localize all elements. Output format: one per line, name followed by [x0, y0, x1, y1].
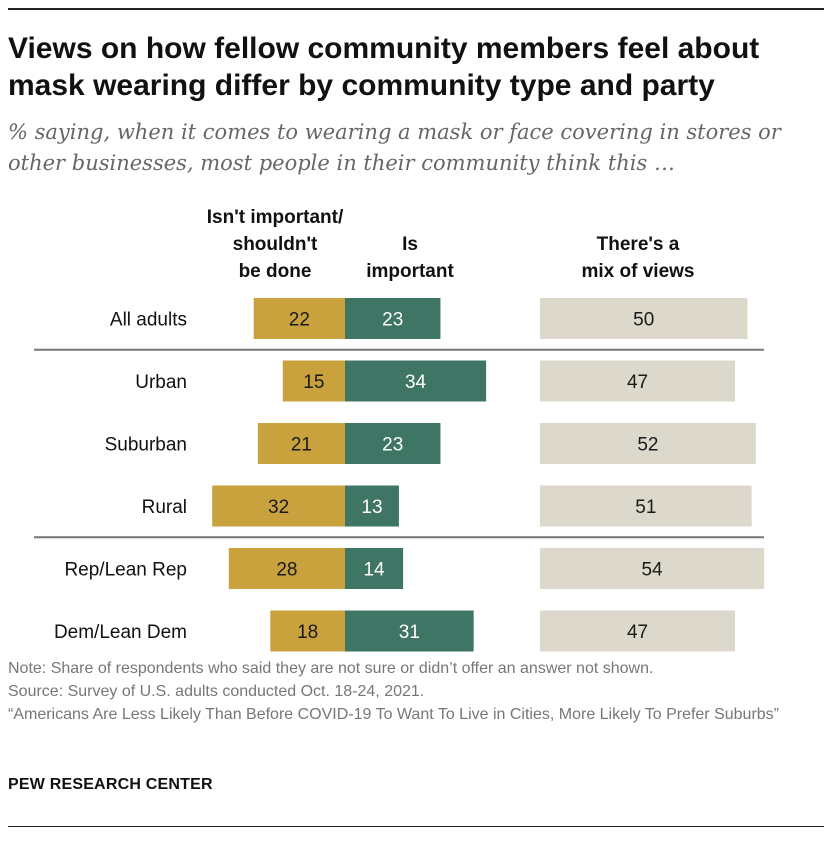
row-label-suburban: Suburban: [105, 435, 187, 456]
report-title: “Americans Are Less Likely Than Before C…: [8, 706, 779, 723]
bar-important-rural: [345, 485, 399, 527]
row-label-dem-lean-dem: Dem/Lean Dem: [54, 622, 187, 643]
bar-mix-urban: [540, 360, 736, 402]
chart-title: Views on how fellow community members fe…: [8, 32, 760, 102]
bar-not-important-rural: [212, 485, 345, 527]
bottom-rule: [8, 826, 824, 827]
bar-important-rep-lean-rep: [345, 548, 404, 589]
column-header-3-line-1: There's a: [597, 234, 680, 255]
bar-important-dem-lean-dem: [345, 610, 474, 652]
value-mix-dem-lean-dem: 47: [627, 622, 648, 643]
bar-mix-rep-lean-rep: [540, 548, 765, 589]
bar-chart: Isn't important/shouldn't be done Is import…: [34, 207, 765, 652]
row-label-urban: Urban: [135, 372, 187, 393]
bar-mix-rural: [540, 485, 752, 527]
value-important-rural: 13: [361, 497, 382, 518]
bar-mix-suburban: [540, 423, 756, 464]
value-not-important-suburban: 21: [291, 435, 312, 456]
value-mix-suburban: 52: [637, 435, 658, 456]
bar-important-all-adults: [345, 298, 441, 339]
value-not-important-rural: 32: [268, 497, 289, 518]
value-mix-all-adults: 50: [633, 310, 654, 331]
value-important-all-adults: 23: [382, 310, 403, 331]
bar-not-important-suburban: [257, 423, 345, 464]
source-text: Source: Survey of U.S. adults conducted …: [8, 683, 425, 700]
value-mix-rural: 51: [635, 497, 656, 518]
column-header-2-line-2: important: [366, 261, 454, 282]
column-header-1-line-2: shouldn't: [233, 234, 318, 255]
note-text: Note: Share of respondents who said they…: [8, 660, 654, 677]
bar-important-urban: [345, 360, 487, 402]
column-header-1-line-1: Isn't important/: [207, 207, 344, 228]
bar-important-suburban: [345, 423, 441, 464]
chart-subtitle: % saying, when it comes to wearing a mas…: [8, 120, 781, 175]
column-header-3-line-2: mix of views: [582, 261, 695, 282]
value-important-dem-lean-dem: 31: [399, 622, 420, 643]
value-mix-urban: 47: [627, 372, 648, 393]
notes-block: Note: Share of respondents who said they…: [8, 657, 828, 726]
bar-not-important-rep-lean-rep: [228, 548, 345, 589]
bar-mix-dem-lean-dem: [540, 610, 736, 652]
bar-not-important-dem-lean-dem: [270, 610, 345, 652]
value-not-important-urban: 15: [303, 372, 324, 393]
value-not-important-dem-lean-dem: 18: [297, 622, 318, 643]
value-important-suburban: 23: [382, 435, 403, 456]
value-not-important-all-adults: 22: [289, 310, 310, 331]
value-important-rep-lean-rep: 14: [363, 560, 385, 581]
column-header-2-line-1: Is: [402, 234, 418, 255]
value-important-urban: 34: [405, 372, 427, 393]
row-label-rep-lean-rep: Rep/Lean Rep: [64, 560, 187, 581]
value-not-important-rep-lean-rep: 28: [276, 560, 297, 581]
bar-not-important-all-adults: [253, 298, 345, 339]
top-rule: [8, 8, 824, 10]
bar-mix-all-adults: [540, 298, 748, 339]
row-label-all-adults: All adults: [110, 310, 187, 331]
bar-not-important-urban: [282, 360, 345, 402]
row-label-rural: Rural: [142, 497, 187, 518]
value-mix-rep-lean-rep: 54: [641, 560, 663, 581]
column-header-1-line-3: be done: [239, 261, 312, 282]
org-credit: PEW RESEARCH CENTER: [8, 776, 213, 793]
